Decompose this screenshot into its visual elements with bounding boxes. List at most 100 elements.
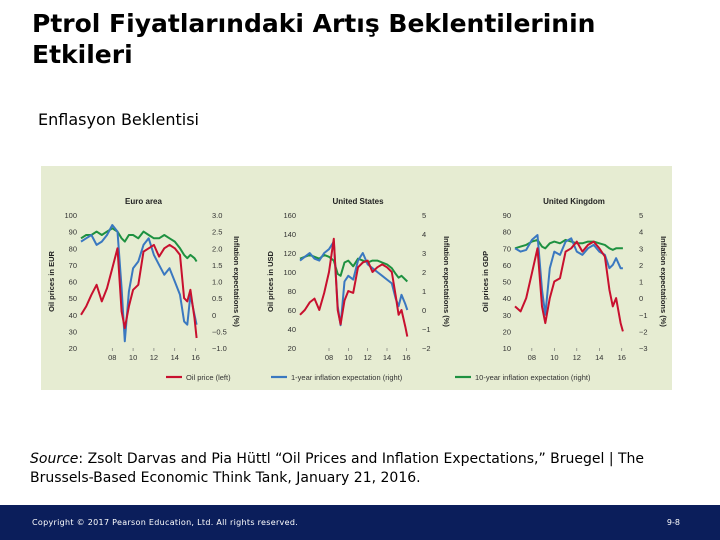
y2-tick-label: 4 <box>639 228 643 237</box>
y-tick-label: 40 <box>503 294 511 303</box>
y-tick-label: 50 <box>69 294 77 303</box>
series-line-1y-inflation <box>80 224 198 343</box>
x-tick-label: 08 <box>108 353 116 362</box>
chart-panel-3: United Kingdom908070605040302010543210−1… <box>481 197 668 362</box>
y2-tick-label: −2 <box>422 344 431 353</box>
legend-label: 10-year inflation expectation (right) <box>475 373 591 382</box>
y2-tick-label: 3.0 <box>212 211 222 220</box>
y-tick-label: 80 <box>503 228 511 237</box>
x-tick-label: 10 <box>129 353 137 362</box>
x-tick-label: 12 <box>573 353 581 362</box>
source-label: Source <box>30 451 79 467</box>
y2-axis-label: Inflation expectations (%) <box>442 236 451 327</box>
y-tick-label: 100 <box>64 211 77 220</box>
y2-tick-label: −3 <box>639 344 648 353</box>
x-tick-label: 14 <box>383 353 391 362</box>
legend-label: 1-year inflation expectation (right) <box>291 373 403 382</box>
y-axis-label: Oil prices in EUR <box>47 250 56 311</box>
y2-tick-label: 2 <box>639 261 643 270</box>
y2-tick-label: 1.0 <box>212 278 222 287</box>
chart-canvas: Euro area10090807060504030203.02.52.01.5… <box>41 166 672 390</box>
y-axis-label: Oil prices in GDP <box>481 251 490 312</box>
y2-tick-label: 2.0 <box>212 244 222 253</box>
y2-tick-label: −2 <box>639 327 648 336</box>
x-tick-label: 14 <box>595 353 603 362</box>
y-tick-label: 50 <box>503 278 511 287</box>
y2-tick-label: 3 <box>639 244 643 253</box>
y-tick-label: 60 <box>288 306 296 315</box>
y-axis-label: Oil prices in USD <box>266 250 275 311</box>
y2-tick-label: −1 <box>422 325 431 334</box>
x-tick-label: 16 <box>618 353 626 362</box>
y-tick-label: 60 <box>503 261 511 270</box>
y-tick-label: 100 <box>283 268 296 277</box>
series-line-10y-inflation <box>514 238 623 251</box>
series-line-1y-inflation <box>514 234 623 316</box>
x-tick-label: 12 <box>150 353 158 362</box>
y2-tick-label: 0 <box>422 306 426 315</box>
x-tick-label: 16 <box>191 353 199 362</box>
y2-tick-label: 2.5 <box>212 228 222 237</box>
x-tick-label: 12 <box>363 353 371 362</box>
y2-tick-label: 0.5 <box>212 294 222 303</box>
y2-tick-label: −0.5 <box>212 327 227 336</box>
y-tick-label: 10 <box>503 344 511 353</box>
y-tick-label: 140 <box>283 230 296 239</box>
chart-figure: Euro area 100 90 80 70 60 50 40 30 20 3.0 2.5 2.0 1.5… <box>41 166 672 390</box>
chart-panel-1: Euro area10090807060504030203.02.52.01.5… <box>47 197 241 362</box>
slide-title: Ptrol Fiyatlarındaki Artış Beklentilerin… <box>32 9 596 69</box>
series-line-10y-inflation <box>80 227 198 263</box>
source-citation: Source: Zsolt Darvas and Pia Hüttl “Oil … <box>30 450 690 488</box>
panel-title: United States <box>332 197 384 206</box>
y-tick-label: 20 <box>69 344 77 353</box>
y-tick-label: 80 <box>69 244 77 253</box>
y-tick-label: 60 <box>69 278 77 287</box>
source-text: : Zsolt Darvas and Pia Hüttl “Oil Prices… <box>30 451 645 486</box>
y2-tick-label: 1 <box>639 278 643 287</box>
y2-tick-label: −1 <box>639 311 648 320</box>
y-tick-label: 90 <box>69 228 77 237</box>
y-tick-label: 40 <box>69 311 77 320</box>
footer-bar: Copyright © 2017 Pearson Education, Ltd.… <box>0 505 720 540</box>
x-tick-label: 08 <box>528 353 536 362</box>
y-tick-label: 70 <box>69 261 77 270</box>
y-tick-label: 30 <box>69 327 77 336</box>
y-tick-label: 40 <box>288 325 296 334</box>
x-tick-label: 14 <box>171 353 179 362</box>
y-tick-label: 80 <box>288 287 296 296</box>
y2-tick-label: 0 <box>212 311 216 320</box>
y-tick-label: 90 <box>503 211 511 220</box>
legend-label: Oil price (left) <box>186 373 231 382</box>
y-tick-label: 20 <box>503 327 511 336</box>
series-line-oil-price <box>80 243 198 339</box>
series-line-oil-price <box>299 237 409 337</box>
chart-panel-2: United States16014012010080604020543210−… <box>266 197 451 362</box>
copyright-text: Copyright © 2017 Pearson Education, Ltd.… <box>32 518 299 527</box>
y2-tick-label: 2 <box>422 268 426 277</box>
series-line-oil-price <box>514 240 624 332</box>
y2-tick-label: 1.5 <box>212 261 222 270</box>
panel-title: United Kingdom <box>543 197 605 206</box>
y-tick-label: 120 <box>283 249 296 258</box>
chart-legend: Oil price (left) 1-year inflation expecta… <box>166 373 591 382</box>
y2-axis-label: Inflation expectations (%) <box>232 236 241 327</box>
x-tick-label: 10 <box>344 353 352 362</box>
y2-tick-label: 0 <box>639 294 643 303</box>
y-tick-label: 30 <box>503 311 511 320</box>
y2-tick-label: 5 <box>422 211 426 220</box>
y-tick-label: 20 <box>288 344 296 353</box>
y2-axis-label: Inflation expectations (%) <box>659 236 668 327</box>
slide-subtitle: Enflasyon Beklentisi <box>38 110 199 129</box>
y2-tick-label: 5 <box>639 211 643 220</box>
x-tick-label: 10 <box>550 353 558 362</box>
x-tick-label: 08 <box>325 353 333 362</box>
y-tick-label: 70 <box>503 244 511 253</box>
y2-tick-label: 1 <box>422 287 426 296</box>
panel-title: Euro area <box>125 197 162 206</box>
y2-tick-label: 3 <box>422 249 426 258</box>
y-tick-label: 160 <box>283 211 296 220</box>
y2-tick-label: −1.0 <box>212 344 227 353</box>
y2-tick-label: 4 <box>422 230 426 239</box>
x-tick-label: 16 <box>402 353 410 362</box>
page-number: 9-8 <box>666 518 680 527</box>
